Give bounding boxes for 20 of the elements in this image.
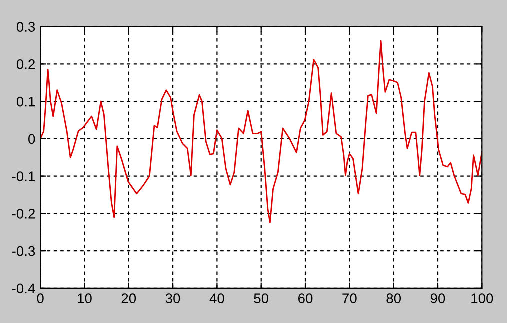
x-tick-label: 50 (254, 294, 269, 304)
y-tick-label: 0.3 (16, 22, 36, 32)
x-tick-label: 10 (78, 294, 92, 304)
x-tick-label: 20 (122, 294, 136, 304)
x-tick-label: 60 (298, 294, 313, 304)
y-tick-label: -0.1 (12, 172, 36, 182)
x-tick-label: 70 (342, 294, 357, 304)
x-tick-label: 30 (166, 294, 180, 304)
x-tick-label: 0 (37, 294, 44, 304)
y-tick-label: 0 (28, 134, 36, 144)
y-tick-label: 0.2 (16, 60, 36, 70)
y-tick-label: -0.3 (12, 246, 36, 256)
line-series (40, 40, 482, 224)
y-tick-label: 0.1 (16, 96, 36, 107)
x-tick-label: 40 (210, 294, 224, 304)
y-tick-label: -0.4 (12, 284, 36, 294)
x-tick-label: 90 (430, 294, 446, 304)
x-tick-label: 80 (386, 294, 402, 304)
y-tick-label: -0.2 (12, 209, 36, 219)
x-tick-label: 100 (472, 294, 494, 304)
